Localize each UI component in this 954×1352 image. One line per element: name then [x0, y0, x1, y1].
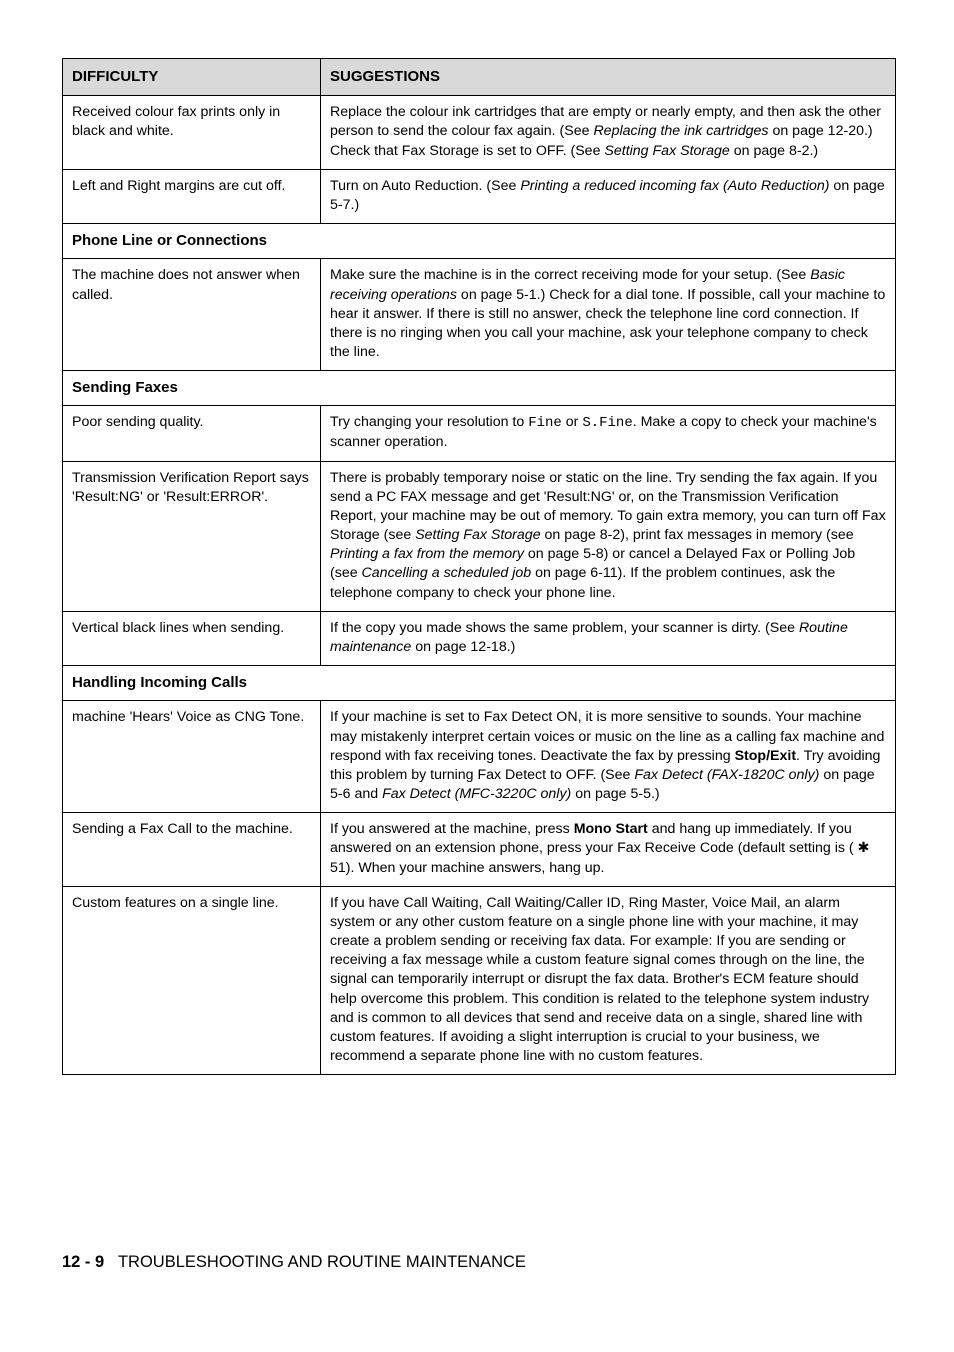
text: Turn on Auto Reduction. (See	[330, 178, 520, 194]
difficulty-cell: Poor sending quality.	[63, 406, 321, 461]
section-heading: Sending Faxes	[63, 371, 896, 406]
text: If the copy you made shows the same prob…	[330, 620, 799, 636]
table-row: Vertical black lines when sending. If the…	[63, 611, 896, 665]
suggestion-cell: If you have Call Waiting, Call Waiting/C…	[321, 886, 896, 1075]
header-suggestions: SUGGESTIONS	[321, 59, 896, 96]
suggestion-cell: If you answered at the machine, press Mo…	[321, 813, 896, 887]
suggestion-cell: If your machine is set to Fax Detect ON,…	[321, 701, 896, 813]
difficulty-cell: Vertical black lines when sending.	[63, 611, 321, 665]
suggestion-cell: There is probably temporary noise or sta…	[321, 461, 896, 611]
difficulty-cell: Received colour fax prints only in black…	[63, 96, 321, 170]
text: on page 12-18.)	[411, 639, 515, 655]
italic-reference: Printing a reduced incoming fax (Auto Re…	[520, 178, 829, 194]
page-footer: 12 - 9 TROUBLESHOOTING AND ROUTINE MAINT…	[62, 1253, 896, 1272]
italic-reference: Setting Fax Storage	[604, 143, 729, 159]
bold-text: Stop/Exit	[735, 748, 796, 764]
text: 51). When your machine answers, hang up.	[330, 860, 604, 876]
table-row: Received colour fax prints only in black…	[63, 96, 896, 170]
header-difficulty: DIFFICULTY	[63, 59, 321, 96]
table-row: Custom features on a single line.If you …	[63, 886, 896, 1075]
text: If you answered at the machine, press	[330, 821, 574, 837]
table-row: Handling Incoming Calls	[63, 666, 896, 701]
italic-reference: Replacing the ink cartridges	[593, 123, 768, 139]
mono-text: Fine	[528, 415, 562, 431]
text: on page 5-5.)	[571, 786, 659, 802]
italic-reference: Fax Detect (MFC-3220C only)	[382, 786, 571, 802]
star-icon: ✱	[858, 840, 870, 856]
difficulty-cell: Left and Right margins are cut off.	[63, 169, 321, 223]
text: Try changing your resolution to	[330, 414, 528, 430]
suggestion-cell: Try changing your resolution to Fine or …	[321, 406, 896, 461]
text: If you have Call Waiting, Call Waiting/C…	[330, 895, 869, 1064]
text: on page 8-2.)	[730, 143, 818, 159]
difficulty-cell: Transmission Verification Report says 'R…	[63, 461, 321, 611]
text: or	[562, 414, 583, 430]
text: on page 8-2), print fax messages in memo…	[541, 527, 854, 543]
bold-text: Mono Start	[574, 821, 648, 837]
text: Make sure the machine is in the correct …	[330, 267, 810, 283]
footer-page-number: 12 - 9	[62, 1253, 104, 1271]
table-row: Sending a Fax Call to the machine.If you…	[63, 813, 896, 887]
difficulty-cell: machine 'Hears' Voice as CNG Tone.	[63, 701, 321, 813]
suggestion-cell: Turn on Auto Reduction. (See Printing a …	[321, 169, 896, 223]
table-header-row: DIFFICULTY SUGGESTIONS	[63, 59, 896, 96]
table-row: Left and Right margins are cut off.Turn …	[63, 169, 896, 223]
table-row: Transmission Verification Report says 'R…	[63, 461, 896, 611]
italic-reference: Cancelling a scheduled job	[362, 565, 532, 581]
italic-reference: Fax Detect (FAX-1820C only)	[634, 767, 819, 783]
section-heading: Phone Line or Connections	[63, 224, 896, 259]
suggestion-cell: If the copy you made shows the same prob…	[321, 611, 896, 665]
difficulty-cell: The machine does not answer when called.	[63, 259, 321, 371]
italic-reference: Setting Fax Storage	[415, 527, 540, 543]
table-row: machine 'Hears' Voice as CNG Tone.If you…	[63, 701, 896, 813]
suggestion-cell: Make sure the machine is in the correct …	[321, 259, 896, 371]
italic-reference: Printing a fax from the memory	[330, 546, 524, 562]
mono-text: S.Fine	[582, 415, 632, 431]
suggestion-cell: Replace the colour ink cartridges that a…	[321, 96, 896, 170]
difficulty-cell: Sending a Fax Call to the machine.	[63, 813, 321, 887]
footer-title: TROUBLESHOOTING AND ROUTINE MAINTENANCE	[118, 1253, 526, 1271]
troubleshooting-table: DIFFICULTY SUGGESTIONS Received colour f…	[62, 58, 896, 1075]
table-row: The machine does not answer when called.…	[63, 259, 896, 371]
table-row: Sending Faxes	[63, 371, 896, 406]
section-heading: Handling Incoming Calls	[63, 666, 896, 701]
difficulty-cell: Custom features on a single line.	[63, 886, 321, 1075]
table-row: Phone Line or Connections	[63, 224, 896, 259]
table-row: Poor sending quality.Try changing your r…	[63, 406, 896, 461]
